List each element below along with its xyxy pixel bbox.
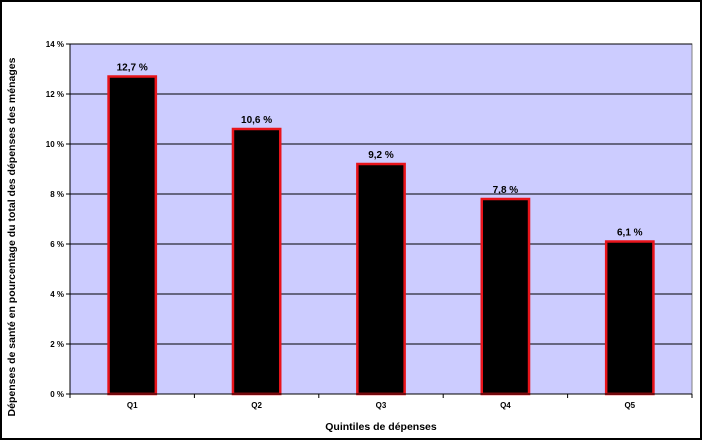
y-axis-title: Dépenses de santé en pourcentage du tota… (6, 57, 18, 416)
bar-q1 (107, 75, 158, 396)
data-label: 9,2 % (368, 150, 394, 161)
y-tick-label: 0 % (50, 390, 64, 399)
bars (107, 75, 655, 396)
data-label: 6,1 % (617, 228, 643, 239)
x-tick-label: Q5 (624, 401, 635, 410)
y-tick-label: 4 % (50, 290, 64, 299)
x-axis-title: Quintiles de dépenses (325, 421, 437, 433)
gridlines (70, 43, 692, 345)
bar-q3 (356, 162, 406, 396)
y-tick-label: 12 % (46, 90, 64, 99)
y-axis-ticks: 0 % 2 % 4 % 6 % 8 % 10 % 12 % 14 % (46, 40, 70, 399)
x-tick-label: Q2 (251, 401, 262, 410)
data-label: 7,8 % (493, 185, 519, 196)
data-label: 12,7 % (117, 63, 148, 74)
bar-q2 (231, 127, 282, 396)
y-tick-label: 8 % (50, 190, 64, 199)
y-tick-label: 10 % (46, 140, 64, 149)
y-tick-label: 6 % (50, 240, 64, 249)
data-labels: 12,7 % 10,6 % 9,2 % 7,8 % 6,1 % (117, 63, 643, 239)
y-tick-label: 2 % (50, 340, 64, 349)
x-tick-label: Q1 (127, 401, 138, 410)
x-tick-label: Q3 (376, 401, 387, 410)
bar-q4 (480, 197, 531, 396)
x-axis-ticks: Q1 Q2 Q3 Q4 Q5 (69, 394, 693, 410)
x-tick-label: Q4 (500, 401, 511, 410)
bar-q5 (604, 240, 655, 396)
y-tick-label: 14 % (46, 40, 64, 49)
data-label: 10,6 % (241, 115, 272, 126)
